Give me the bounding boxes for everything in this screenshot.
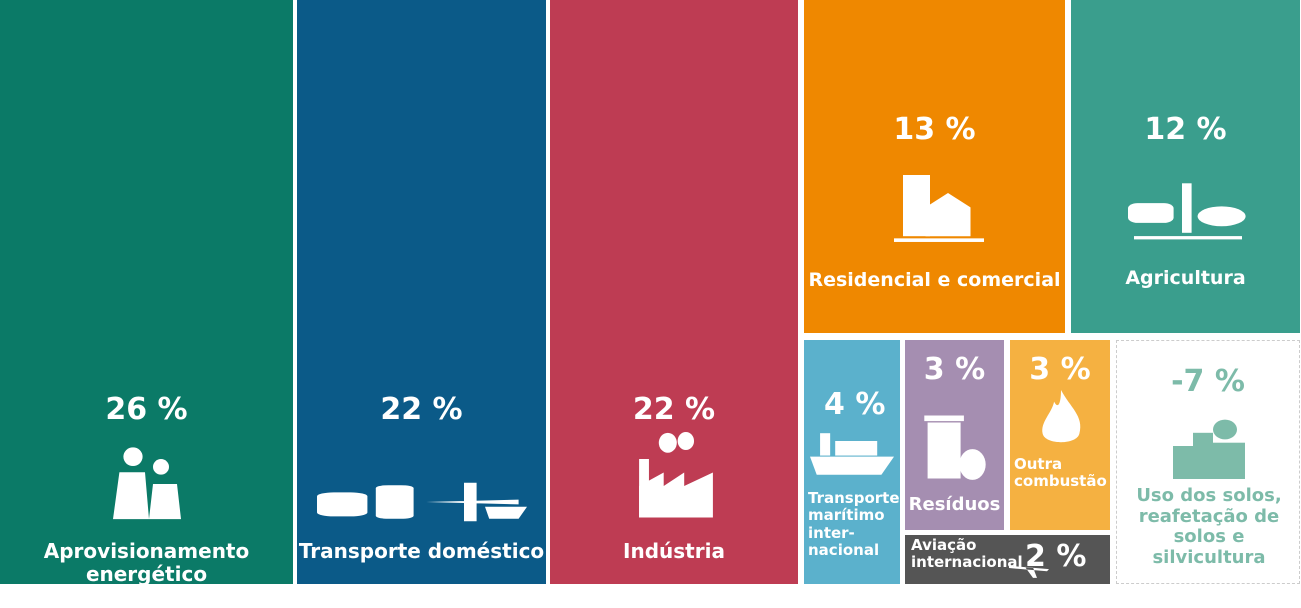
icon: [894, 175, 984, 242]
category-label: Outra combustão: [1014, 455, 1107, 491]
icon: [639, 432, 713, 518]
category-label: Resíduos: [908, 494, 1001, 515]
value-label: 2 %: [1025, 539, 1087, 574]
icon: [1009, 565, 1049, 578]
icon: [317, 482, 527, 522]
icon: [810, 433, 894, 475]
tile: -7 % Uso dos solos, reafetação de solos e…: [1116, 340, 1300, 584]
category-label: Agricultura: [1125, 267, 1246, 289]
icon: [1042, 390, 1081, 443]
value-label: 26 %: [105, 392, 188, 427]
tile: 3 % Resíduos: [905, 340, 1004, 530]
category-label: Indústria: [623, 539, 725, 563]
tile: 2 % Aviação internacional: [905, 535, 1110, 584]
icon: [113, 447, 181, 520]
value-label: 4 %: [824, 387, 886, 422]
category-label: Uso dos solos, reafetação de solos e sil…: [1136, 485, 1282, 569]
icon: [1173, 419, 1245, 479]
category-label: Transporte doméstico: [298, 539, 545, 563]
tile: 22 % Indústria: [550, 0, 798, 584]
icon: [1128, 183, 1246, 240]
tile: 4 % Transporte marítimo inter-nacional: [804, 340, 900, 584]
value-label: 12 %: [1144, 112, 1227, 147]
value-label: 3 %: [1029, 352, 1091, 387]
value-label: -7 %: [1171, 364, 1245, 399]
tile: 22 % Transporte doméstico: [297, 0, 546, 584]
value-label: 13 %: [893, 112, 976, 147]
category-label: Transporte marítimo inter-nacional: [808, 489, 900, 559]
tile: 12 % Agricultura: [1071, 0, 1300, 333]
tile: 13 % Residencial e comercial: [804, 0, 1065, 333]
tile: 26 % Aprovisionamento energético: [0, 0, 293, 586]
category-label: Aprovisionamento energético: [43, 539, 250, 586]
value-label: 3 %: [923, 352, 986, 387]
category-label: Aviação internacional: [911, 536, 1023, 572]
category-label: Residencial e comercial: [808, 269, 1061, 291]
value-label: 22 %: [380, 392, 463, 427]
icon: [924, 415, 986, 480]
tile: 3 % Outra combustão: [1010, 340, 1110, 530]
value-label: 22 %: [632, 392, 716, 427]
